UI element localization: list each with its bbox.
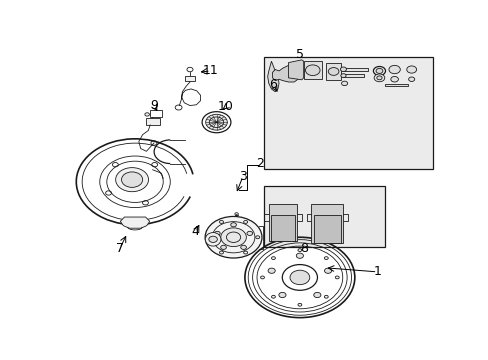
Circle shape xyxy=(246,231,252,235)
Text: 11: 11 xyxy=(203,64,218,77)
Text: 9: 9 xyxy=(150,99,158,112)
Circle shape xyxy=(243,251,247,254)
Polygon shape xyxy=(268,204,297,242)
Circle shape xyxy=(260,276,264,279)
Bar xyxy=(184,76,195,81)
Circle shape xyxy=(340,74,346,77)
Circle shape xyxy=(375,68,382,73)
Text: 2: 2 xyxy=(256,157,264,170)
Circle shape xyxy=(220,228,246,247)
Circle shape xyxy=(373,74,384,82)
Text: 5: 5 xyxy=(295,48,303,61)
Circle shape xyxy=(255,236,259,239)
Bar xyxy=(343,74,364,77)
Polygon shape xyxy=(311,204,343,243)
Circle shape xyxy=(271,257,275,260)
Circle shape xyxy=(230,223,236,227)
Circle shape xyxy=(406,66,416,73)
Circle shape xyxy=(324,257,327,260)
Polygon shape xyxy=(288,60,303,80)
Text: 8: 8 xyxy=(299,242,307,255)
Circle shape xyxy=(214,231,220,235)
Bar xyxy=(303,61,321,79)
Circle shape xyxy=(373,67,385,75)
Bar xyxy=(264,186,385,247)
Circle shape xyxy=(341,81,347,86)
Circle shape xyxy=(121,172,142,188)
Circle shape xyxy=(324,268,331,273)
Circle shape xyxy=(327,68,338,75)
Circle shape xyxy=(240,245,246,249)
Circle shape xyxy=(205,114,227,130)
Circle shape xyxy=(324,295,327,298)
Circle shape xyxy=(219,251,223,254)
Circle shape xyxy=(205,216,262,258)
Text: 3: 3 xyxy=(239,170,246,183)
Polygon shape xyxy=(270,215,294,242)
Circle shape xyxy=(390,76,398,82)
Circle shape xyxy=(313,292,320,298)
Circle shape xyxy=(340,67,346,72)
Circle shape xyxy=(220,245,226,249)
Circle shape xyxy=(376,76,381,80)
Circle shape xyxy=(208,236,217,242)
Text: 6: 6 xyxy=(269,78,277,91)
Bar xyxy=(264,57,432,169)
Text: 1: 1 xyxy=(373,265,381,278)
Text: 7: 7 xyxy=(116,242,123,255)
Bar xyxy=(146,118,159,125)
Circle shape xyxy=(207,236,211,239)
Circle shape xyxy=(144,113,149,116)
Circle shape xyxy=(243,220,247,224)
Circle shape xyxy=(408,77,414,81)
Polygon shape xyxy=(120,217,149,228)
Polygon shape xyxy=(272,66,299,82)
Circle shape xyxy=(388,66,400,74)
Polygon shape xyxy=(313,215,341,243)
Circle shape xyxy=(267,268,275,273)
Circle shape xyxy=(271,295,275,298)
Circle shape xyxy=(219,220,223,224)
Bar xyxy=(385,84,407,86)
Text: 4: 4 xyxy=(191,225,199,238)
Ellipse shape xyxy=(205,233,221,246)
Text: 10: 10 xyxy=(218,100,233,113)
Circle shape xyxy=(289,270,309,285)
Circle shape xyxy=(115,168,148,192)
Circle shape xyxy=(335,276,339,279)
Circle shape xyxy=(296,253,303,258)
Circle shape xyxy=(305,65,319,76)
Circle shape xyxy=(278,292,285,298)
Polygon shape xyxy=(267,61,279,92)
Circle shape xyxy=(297,303,301,306)
Bar xyxy=(343,68,367,71)
Bar xyxy=(326,63,340,80)
Circle shape xyxy=(297,249,301,252)
